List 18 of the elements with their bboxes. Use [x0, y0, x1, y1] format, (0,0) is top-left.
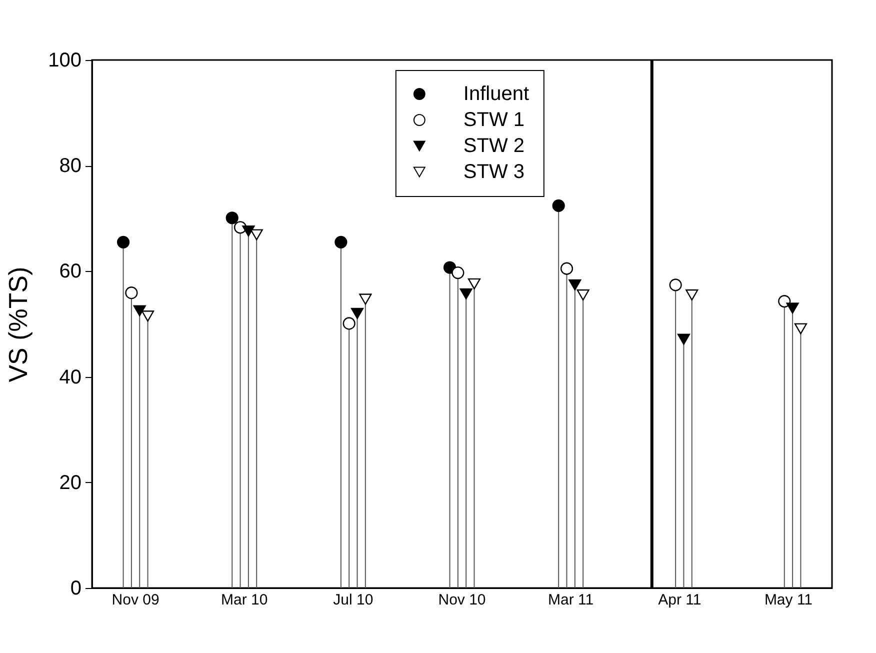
x-tick-label: Mar 11 [548, 592, 594, 608]
y-tick-label: 0 [70, 578, 82, 600]
y-axis-title: VS (%TS) [3, 266, 34, 382]
legend-label: Influent [463, 83, 530, 105]
x-tick-label: Apr 11 [658, 592, 702, 608]
y-tick-label: 60 [59, 260, 82, 283]
y-tick-label: 100 [48, 50, 82, 72]
x-tick-label: Mar 10 [221, 592, 268, 608]
x-tick-label: Nov 09 [112, 592, 160, 608]
y-tick-label: 80 [59, 155, 82, 178]
y-tick-label: 40 [59, 366, 82, 388]
x-tick-label: Nov 10 [438, 592, 486, 608]
x-tick-label: Jul 10 [333, 592, 374, 608]
y-tick-label: 20 [59, 472, 82, 494]
legend-label: STW 2 [463, 135, 525, 157]
x-tick-label: May 11 [764, 592, 813, 608]
legend-label: STW 3 [463, 161, 525, 183]
legend-label: STW 1 [463, 109, 525, 131]
